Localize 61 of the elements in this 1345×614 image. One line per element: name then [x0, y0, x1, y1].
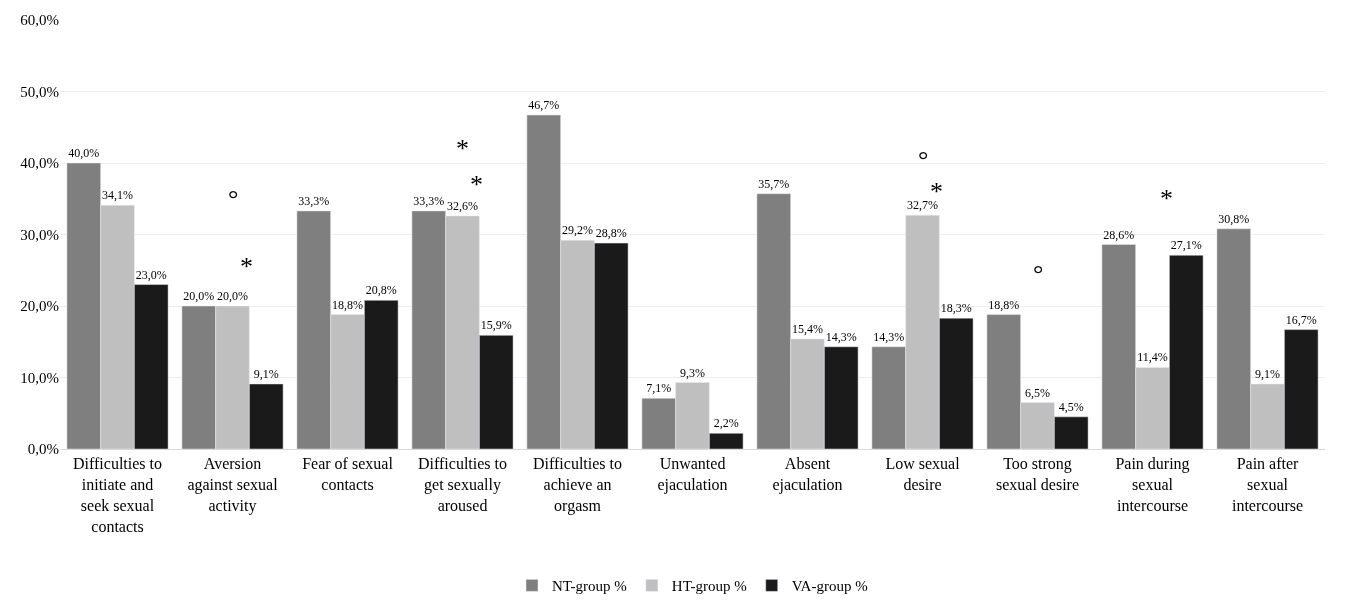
- annotation: °: [228, 184, 239, 213]
- annotation: *: [1160, 184, 1173, 213]
- x-tick-label: Difficulties to get sexually aroused: [417, 455, 508, 514]
- data-label: 4,5%: [1058, 399, 1084, 414]
- data-label: 20,8%: [365, 283, 397, 298]
- y-tick-label: 0,0%: [27, 441, 59, 458]
- y-tick-label: 30,0%: [20, 226, 59, 243]
- y-tick-label: 50,0%: [20, 83, 59, 100]
- data-label: 15,4%: [792, 321, 823, 336]
- annotation: *: [456, 134, 469, 163]
- annotation: *: [240, 252, 253, 281]
- data-label: 20,0%: [183, 289, 215, 303]
- data-label: 46,7%: [528, 98, 560, 113]
- data-label: 18,3%: [940, 301, 972, 316]
- data-label: 33,3%: [298, 193, 330, 208]
- data-label: 33,3%: [413, 193, 445, 208]
- x-tick-label: Low sexual desire: [885, 455, 961, 493]
- x-tick-label: Difficulties to initiate and seek sexual contacts: [72, 455, 163, 535]
- legend-label: NT-group %: [552, 578, 627, 595]
- x-tick-label: Aversion against sexual activity: [187, 455, 279, 515]
- data-label: 18,8%: [332, 297, 363, 312]
- legend-label: VA-group %: [791, 578, 868, 595]
- data-label: 40,0%: [68, 146, 100, 160]
- annotation: °: [1033, 259, 1044, 288]
- data-label: 32,6%: [447, 198, 478, 213]
- x-tick-label: Unwanted ejaculation: [657, 455, 728, 494]
- data-label: 6,5%: [1025, 385, 1050, 400]
- data-label: 9,1%: [1255, 366, 1280, 381]
- x-tick-label: Fear of sexual contacts: [302, 455, 394, 493]
- data-label: 23,0%: [135, 267, 167, 282]
- data-label: 7,1%: [646, 381, 672, 396]
- x-tick-label: Difficulties to achieve an orgasm: [532, 455, 623, 515]
- data-label: 14,3%: [873, 329, 905, 344]
- data-label: 9,1%: [253, 366, 279, 381]
- data-label: 14,3%: [825, 329, 857, 344]
- x-tick-label: Absent ejaculation: [772, 455, 843, 494]
- data-label: 11,4%: [1137, 350, 1168, 365]
- x-tick-label: Pain during sexual intercourse: [1115, 455, 1190, 514]
- y-tick-label: 60,0%: [20, 12, 59, 29]
- data-label: 9,3%: [680, 365, 705, 380]
- data-label: 20,0%: [217, 289, 248, 303]
- data-label: 16,7%: [1285, 312, 1317, 327]
- data-label: 15,9%: [480, 318, 512, 333]
- data-label: 18,8%: [988, 297, 1020, 312]
- data-label: 29,2%: [562, 223, 593, 238]
- y-tick-label: 20,0%: [20, 298, 59, 315]
- x-tick-label: Too strong sexual desire: [995, 455, 1080, 493]
- data-label: 28,8%: [595, 226, 627, 241]
- annotation: *: [470, 170, 483, 199]
- legend-label: HT-group %: [671, 578, 747, 595]
- data-label: 30,8%: [1218, 211, 1250, 226]
- data-label: 35,7%: [758, 176, 790, 191]
- data-label: 2,2%: [713, 416, 739, 431]
- data-label: 27,1%: [1170, 238, 1202, 253]
- data-label: 34,1%: [102, 188, 133, 203]
- y-tick-label: 10,0%: [20, 369, 59, 386]
- y-tick-label: 40,0%: [20, 155, 59, 172]
- x-tick-label: Pain after sexual intercourse: [1231, 455, 1304, 514]
- data-label: 28,6%: [1103, 227, 1135, 242]
- annotation: °: [918, 145, 929, 174]
- data-label: 32,7%: [907, 198, 938, 213]
